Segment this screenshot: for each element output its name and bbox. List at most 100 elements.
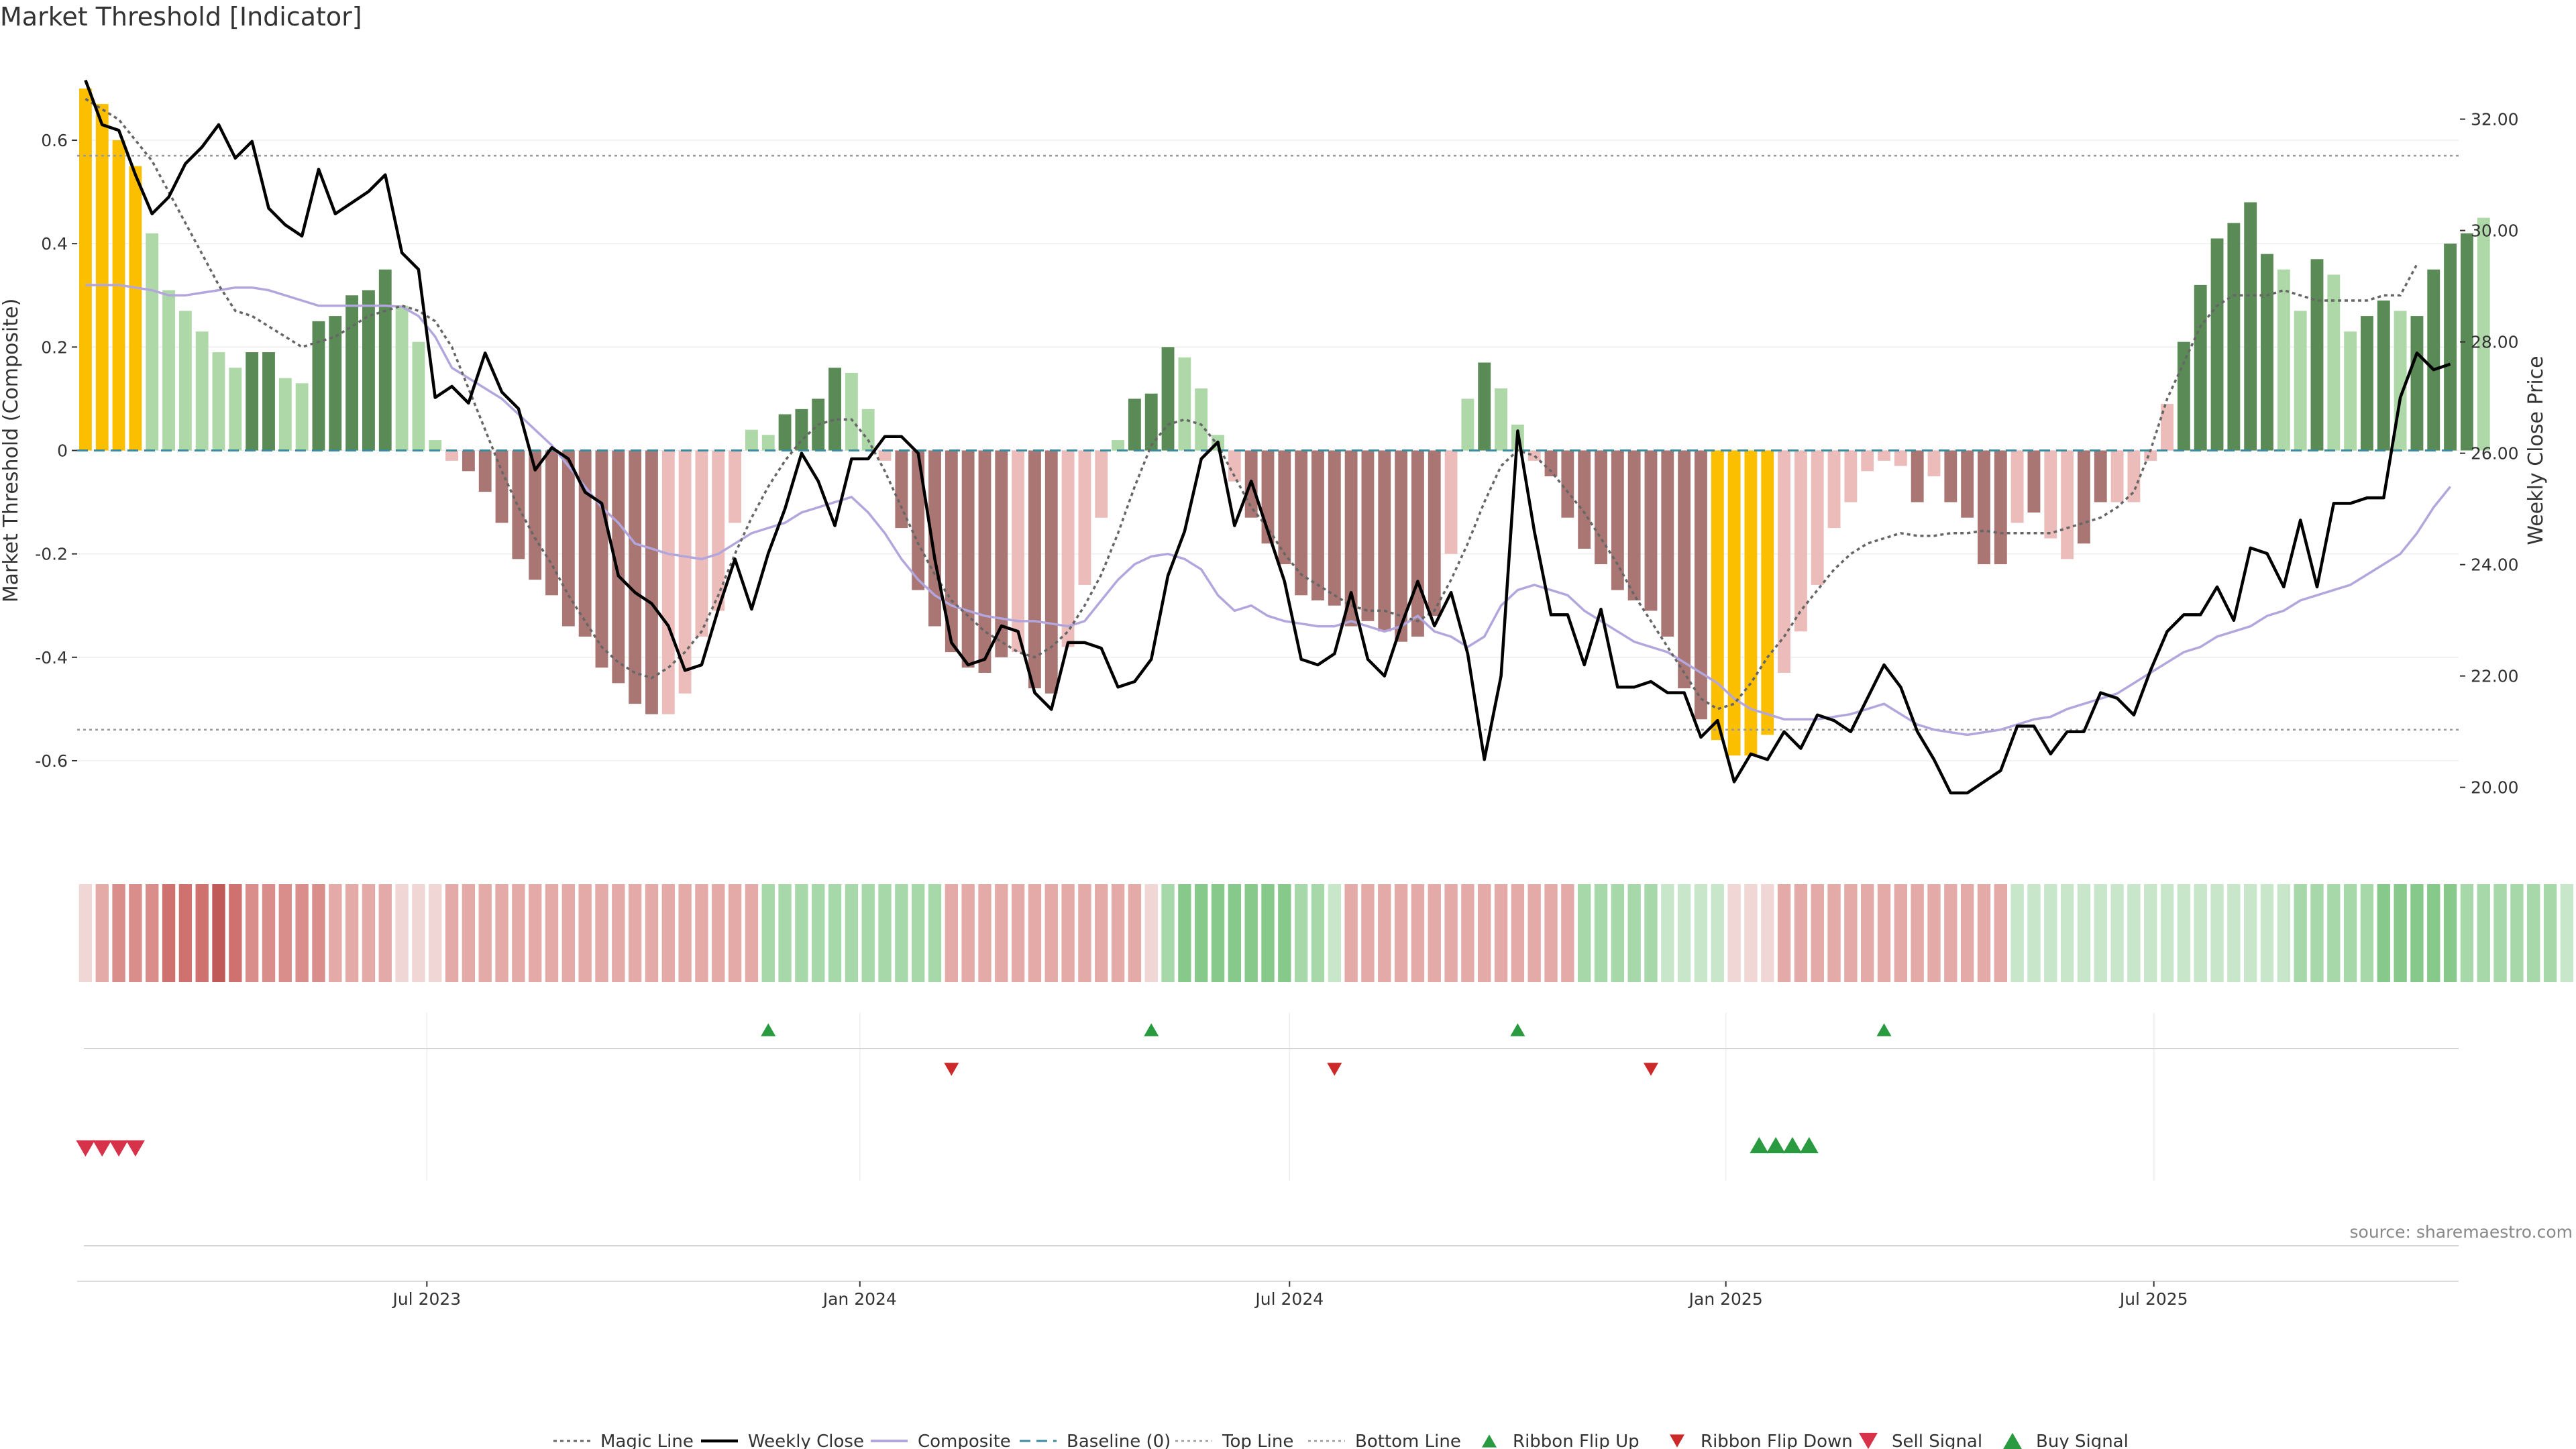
y-right-tick-label: 20.00 bbox=[2471, 778, 2519, 798]
ribbon-cell bbox=[378, 884, 392, 982]
ribbon-cell bbox=[1727, 884, 1741, 982]
ribbon-cell bbox=[1527, 884, 1541, 982]
composite-bar bbox=[1395, 450, 1408, 642]
legend-label: Magic Line bbox=[600, 1432, 694, 1449]
composite-bar bbox=[462, 450, 475, 472]
composite-bar bbox=[2344, 331, 2357, 451]
ribbon-cell bbox=[1644, 884, 1658, 982]
x-axis: Jul 2023 Jan 2024 Jul 2024 Jan 2025 Jul 2025 bbox=[77, 1281, 2459, 1309]
ribbon-flip-up-marker bbox=[761, 1023, 776, 1036]
composite-bar bbox=[1994, 450, 2007, 565]
ribbon-cell bbox=[1761, 884, 1774, 982]
composite-bar bbox=[2161, 404, 2174, 451]
ribbon-cell bbox=[78, 884, 93, 982]
composite-bar bbox=[1328, 450, 1341, 606]
legend-item: Magic Line bbox=[553, 1432, 694, 1449]
composite-bar bbox=[578, 450, 592, 637]
ribbon-flip-down-marker bbox=[944, 1063, 959, 1076]
composite-bar bbox=[2410, 316, 2424, 451]
composite-bar bbox=[2227, 223, 2241, 451]
ribbon-cell bbox=[2244, 884, 2257, 982]
ribbon-cell bbox=[2310, 884, 2324, 982]
composite-bar bbox=[1961, 450, 1974, 518]
composite-bar bbox=[1761, 450, 1774, 735]
composite-bar bbox=[1778, 450, 1791, 673]
ribbon-cell bbox=[1794, 884, 1808, 982]
x-tick-label: Jul 2025 bbox=[2118, 1289, 2188, 1309]
y-right-tick-label: 32.00 bbox=[2471, 110, 2519, 129]
composite-bar bbox=[2094, 450, 2107, 502]
y-right-axis-label: Weekly Close Price bbox=[2524, 356, 2548, 545]
legend-marker-swatch bbox=[1482, 1434, 1497, 1448]
composite-bar bbox=[778, 414, 792, 451]
composite-bar bbox=[2460, 233, 2473, 451]
y-right-tick-label: 24.00 bbox=[2471, 555, 2519, 575]
composite-bar bbox=[1495, 388, 1507, 451]
ribbon-cell bbox=[2560, 884, 2574, 982]
composite-bar bbox=[745, 429, 758, 451]
composite-bar bbox=[945, 450, 958, 653]
composite-bar bbox=[561, 450, 575, 627]
composite-bar bbox=[2210, 238, 2224, 451]
legend-item: Baseline (0) bbox=[1020, 1432, 1171, 1449]
ribbon-cell bbox=[1494, 884, 1508, 982]
composite-bar bbox=[1128, 398, 1141, 451]
sell-signal-marker bbox=[125, 1140, 145, 1157]
ribbon-flip-down-marker bbox=[1327, 1063, 1342, 1076]
y-tick-label: -0.2 bbox=[35, 545, 68, 564]
ribbon-cell bbox=[1294, 884, 1308, 982]
ribbon-cell bbox=[329, 884, 342, 982]
ribbon-cell bbox=[778, 884, 792, 982]
composite-bar bbox=[278, 378, 292, 451]
y-tick-label: 0.4 bbox=[41, 234, 68, 254]
legend-label: Top Line bbox=[1222, 1432, 1293, 1449]
ribbon-cell bbox=[1444, 884, 1458, 982]
y-tick-label: -0.4 bbox=[35, 648, 68, 667]
ribbon-cell bbox=[1211, 884, 1225, 982]
ribbon-cell bbox=[961, 884, 975, 982]
composite-bar bbox=[995, 450, 1008, 657]
ribbon-cell bbox=[895, 884, 908, 982]
composite-bar bbox=[612, 450, 625, 684]
composite-bar bbox=[262, 352, 275, 451]
legend-label: Weekly Close bbox=[748, 1432, 864, 1449]
legend-item: Ribbon Flip Down bbox=[1670, 1432, 1853, 1449]
composite-bar bbox=[1844, 450, 1858, 502]
y-right-tick-label: 22.00 bbox=[2471, 667, 2519, 686]
ribbon-cell bbox=[1944, 884, 1957, 982]
composite-bar bbox=[1478, 362, 1491, 451]
ribbon-cell bbox=[2543, 884, 2557, 982]
ribbon-cell bbox=[2227, 884, 2241, 982]
ribbon-cell bbox=[295, 884, 309, 982]
y-tick-label: 0.6 bbox=[41, 131, 68, 150]
composite-bar bbox=[828, 368, 841, 451]
legend-item: Composite bbox=[871, 1432, 1011, 1449]
ribbon-cell bbox=[1927, 884, 1941, 982]
composite-bar bbox=[1161, 347, 1175, 451]
ribbon-cell bbox=[661, 884, 675, 982]
composite-bar bbox=[429, 440, 442, 451]
composite-bar bbox=[545, 450, 558, 596]
signal-panels bbox=[76, 1023, 2459, 1246]
ribbon-cell bbox=[2110, 884, 2124, 982]
sell-signal-marker bbox=[76, 1140, 95, 1157]
ribbon-cell bbox=[1144, 884, 1158, 982]
ribbon-cell bbox=[2160, 884, 2174, 982]
composite-bar bbox=[2061, 450, 2074, 559]
legend-label: Ribbon Flip Down bbox=[1701, 1432, 1853, 1449]
ribbon-cell bbox=[945, 884, 959, 982]
ribbon-cell bbox=[1627, 884, 1641, 982]
weekly-close-line bbox=[84, 79, 2451, 795]
ribbon-cell bbox=[2510, 884, 2524, 982]
y-right-tick-label: 26.00 bbox=[2471, 444, 2519, 464]
composite-bar bbox=[1861, 450, 1874, 472]
ribbon-cell bbox=[745, 884, 759, 982]
composite-bar bbox=[712, 450, 725, 611]
ribbon-cell bbox=[345, 884, 359, 982]
ribbon-cell bbox=[1311, 884, 1325, 982]
ribbon-cell bbox=[995, 884, 1008, 982]
composite-bar bbox=[112, 140, 125, 451]
composite-bar bbox=[1195, 388, 1208, 451]
ribbon-cell bbox=[1960, 884, 1974, 982]
composite-bar bbox=[329, 316, 342, 451]
